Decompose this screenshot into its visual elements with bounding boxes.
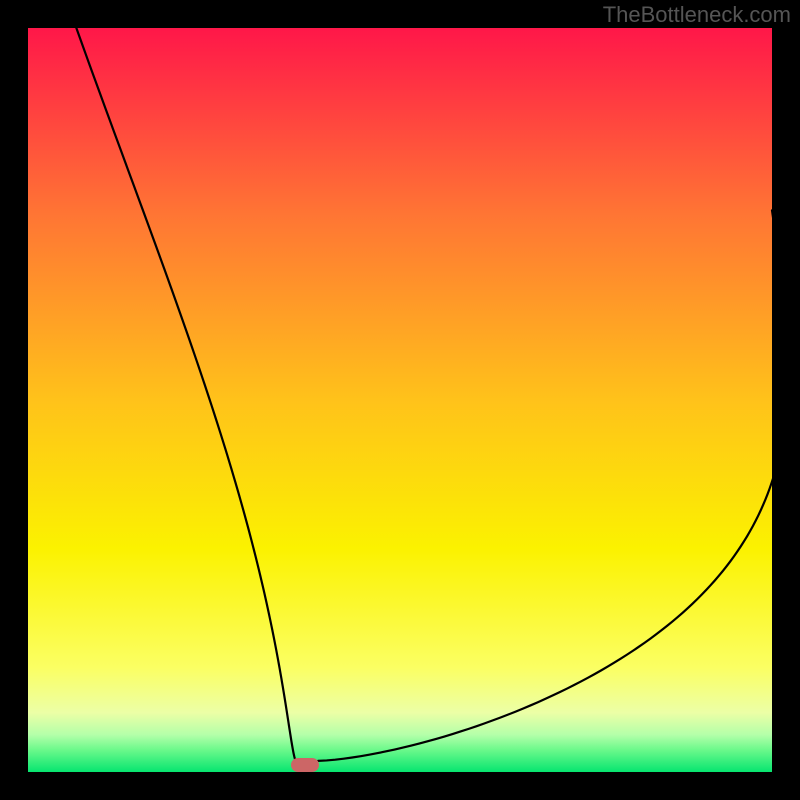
- optimum-marker: [291, 758, 319, 772]
- watermark-text: TheBottleneck.com: [603, 2, 791, 28]
- bottleneck-curve: [28, 28, 772, 772]
- plot-area: [28, 28, 772, 772]
